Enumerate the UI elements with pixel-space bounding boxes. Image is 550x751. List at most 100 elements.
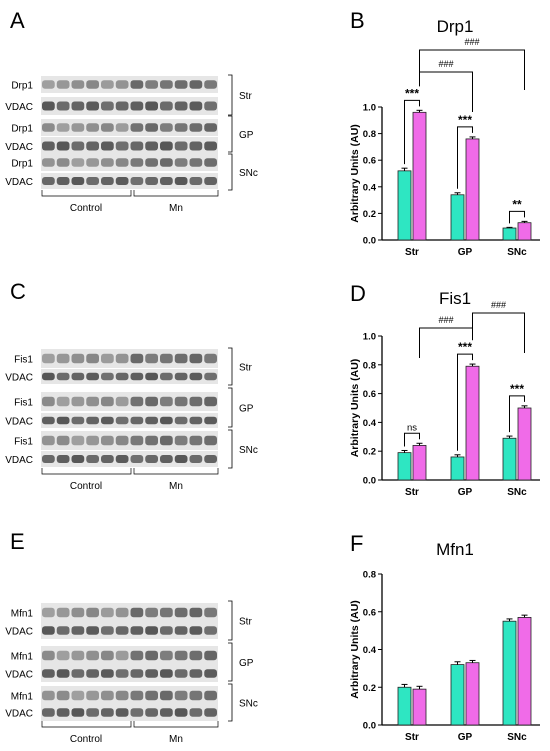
blot-band [130, 435, 144, 446]
chart-title-fis1: Fis1 [438, 289, 472, 308]
blot-band [204, 669, 217, 678]
blot-band [174, 101, 188, 111]
blot-row-label: Mfn1 [11, 652, 34, 663]
blot-row-label: Mfn1 [11, 692, 34, 703]
blot-band [145, 353, 158, 364]
blot-band [42, 607, 55, 618]
blot-band [189, 177, 203, 185]
blot-band [189, 158, 203, 167]
between-group-bracket [419, 49, 525, 90]
blot-band [115, 372, 129, 381]
blot-row-label: Drp1 [11, 124, 33, 135]
blot-band [145, 607, 158, 618]
blot-row-label: VDAC [5, 177, 33, 188]
blot-band [189, 101, 203, 111]
significance-label: *** [458, 340, 472, 354]
blot-band [101, 141, 114, 151]
blot-band [115, 669, 129, 678]
blot-band [115, 607, 129, 618]
blot-band [174, 396, 188, 407]
blot-strip [41, 369, 218, 384]
region-label: GP [239, 658, 254, 669]
bar-mn [465, 365, 480, 481]
bar-chart-fis1: 0.0 0.2 0.4 0.6 0.8 1.0 Arbitrary Units (AU) St… [349, 300, 540, 498]
region-label: SNc [239, 445, 258, 456]
blot-band [115, 177, 129, 185]
blot-band [204, 177, 217, 185]
blot-band [101, 708, 114, 717]
blot-band [160, 372, 173, 381]
blot-band [71, 353, 85, 364]
blot-band [71, 372, 85, 381]
blot-band [174, 435, 188, 446]
blot-strip [41, 349, 218, 368]
region-label: Str [239, 91, 252, 102]
blot-band [42, 708, 55, 717]
blot-band [204, 690, 217, 701]
blot-band [130, 396, 144, 407]
blot-band [56, 396, 70, 407]
region-bracket [228, 642, 233, 682]
blot-band [86, 101, 99, 111]
bar-mn [412, 445, 427, 481]
blot-band [145, 626, 158, 635]
panel-letter-b: B [350, 8, 365, 33]
western-blot-e: Mfn1 VDAC Mfn1 VDAC Mfn1 VDAC Str GP SNc Control M… [5, 600, 258, 745]
significance-bracket [404, 432, 420, 447]
blot-strip [41, 154, 218, 171]
blot-band [189, 396, 203, 407]
blot-band [204, 123, 217, 132]
blot-band [56, 669, 70, 678]
blot-row-label: VDAC [5, 373, 33, 384]
blot-band [160, 435, 173, 446]
blot-band [189, 708, 203, 717]
blot-band [86, 396, 99, 407]
blot-band [115, 455, 129, 463]
blot-band [145, 372, 158, 381]
blot-band [56, 607, 70, 618]
blot-band [115, 416, 129, 425]
blot-row-label: VDAC [5, 142, 33, 153]
between-group-bracket [419, 71, 473, 112]
x-tick-label: SNc [507, 247, 527, 258]
blot-band [204, 353, 217, 364]
group-label-mn: Mn [169, 481, 183, 492]
blot-row-label: VDAC [5, 102, 33, 113]
blot-band [145, 158, 158, 167]
blot-band [115, 626, 129, 635]
blot-band [204, 80, 217, 89]
region-label: Str [239, 363, 252, 374]
blot-band [71, 141, 85, 151]
blot-row-label: VDAC [5, 627, 33, 638]
blot-band [160, 80, 173, 89]
blot-band [71, 396, 85, 407]
blot-band [115, 101, 129, 111]
blot-band [71, 123, 85, 132]
y-tick-label: 0.4 [363, 182, 377, 193]
blot-band [130, 708, 144, 717]
blot-band [145, 123, 158, 132]
blot-band [86, 123, 99, 132]
significance-label: *** [405, 86, 419, 100]
significance-label: *** [458, 113, 472, 127]
blot-strip [41, 622, 218, 639]
y-tick-label: 0.6 [363, 389, 376, 400]
region-bracket [228, 683, 233, 722]
blot-band [42, 690, 55, 701]
between-group-label: ### [491, 300, 506, 310]
blot-band [101, 353, 114, 364]
group-bracket-mn [133, 190, 219, 197]
blot-band [174, 650, 188, 661]
blot-row-label: VDAC [5, 417, 33, 428]
blot-strip [41, 137, 218, 155]
bar-control [397, 170, 412, 241]
region-bracket [228, 115, 233, 153]
blot-band [145, 435, 158, 446]
blot-strip [41, 646, 218, 665]
group-bracket-control [41, 468, 132, 475]
blot-band [204, 650, 217, 661]
blot-band [130, 607, 144, 618]
blot-band [130, 626, 144, 635]
blot-row-label: Drp1 [11, 159, 33, 170]
